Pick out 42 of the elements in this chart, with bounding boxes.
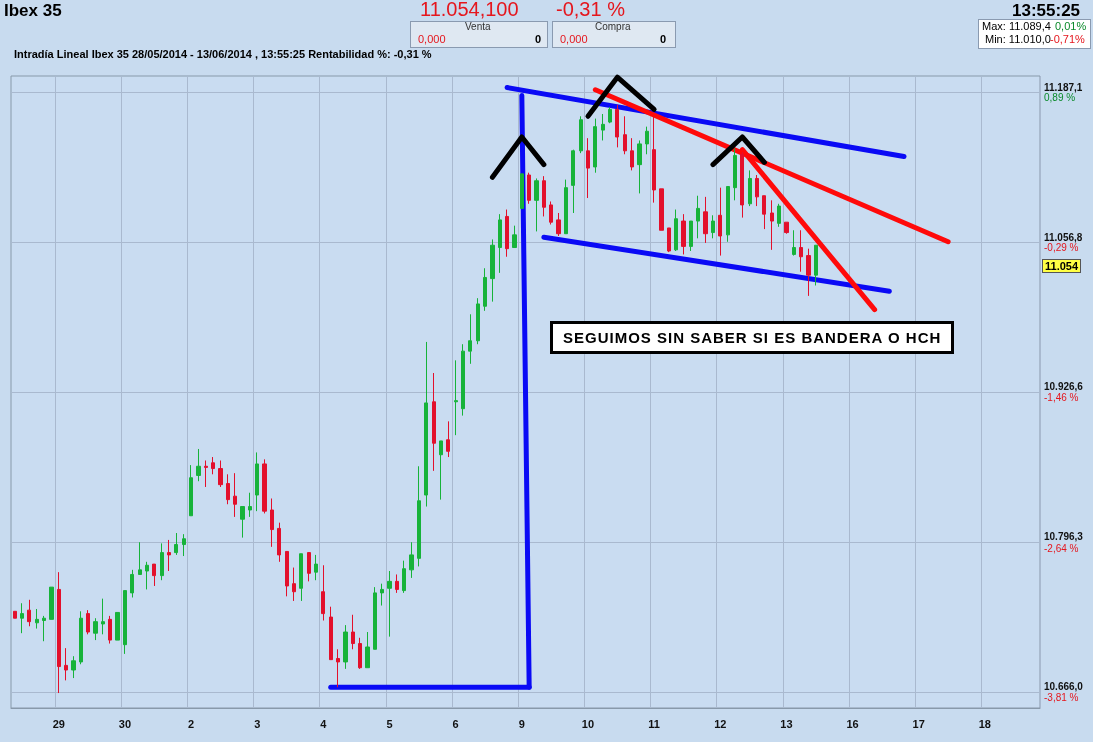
y2-tick-label: -1,46 % xyxy=(1044,391,1079,403)
y-tick-label: 10.666,0 xyxy=(1044,681,1084,693)
text: Venta xyxy=(465,21,491,32)
x-tick-label: 29 xyxy=(52,717,65,730)
text: -0,31 % xyxy=(556,0,625,21)
x-tick-label: 9 xyxy=(518,717,525,730)
text: 11.054 xyxy=(1042,259,1082,273)
y2-tick-label: -0,29 % xyxy=(1044,242,1079,254)
x-tick-label: 10 xyxy=(581,717,595,730)
x-tick-label: 12 xyxy=(714,717,727,730)
text: -0,71% xyxy=(1050,33,1085,45)
text: Max: 11.089,4 xyxy=(982,20,1051,32)
y2-tick-label: -2,64 % xyxy=(1044,542,1079,554)
text: 0 xyxy=(660,33,667,45)
chart-subtitle: Intradía Lineal Ibex 35 28/05/2014 - 13/06/2014 , 13:55:25 Rentabilidad %: -0,31 % xyxy=(14,48,432,60)
x-tick-label: 3 xyxy=(254,717,261,730)
y-tick-label: 11.056,8 xyxy=(1044,231,1083,243)
text: 13:55:25 xyxy=(1012,1,1081,21)
x-tick-label: 5 xyxy=(386,717,393,730)
text: 0,01% xyxy=(1055,20,1087,32)
y-tick-label: 11.187,1 xyxy=(1044,81,1083,93)
x-tick-label: 17 xyxy=(912,717,925,730)
text: Min: 11.010,0 xyxy=(985,33,1051,45)
y-tick-label: 10.796,3 xyxy=(1044,531,1084,543)
text: Compra xyxy=(595,21,631,32)
x-tick-label: 2 xyxy=(188,717,195,730)
text: 0,000 xyxy=(418,33,446,45)
x-tick-label: 11 xyxy=(648,717,660,730)
x-tick-label: 6 xyxy=(452,717,459,730)
text: 0,000 xyxy=(560,33,588,45)
x-tick-label: 16 xyxy=(846,717,859,730)
x-tick-label: 4 xyxy=(320,717,328,730)
y-tick-label: 10.926,6 xyxy=(1044,381,1084,393)
text: 11.054,100 xyxy=(420,0,519,21)
chart-title: Ibex 35 xyxy=(4,1,62,21)
y2-tick-label: -3,81 % xyxy=(1044,691,1079,703)
x-tick-label: 13 xyxy=(780,717,793,730)
annotation: SEGUIMOS SIN SABER SI ES BANDERA O HCH xyxy=(550,321,955,354)
text: 0 xyxy=(535,33,542,45)
x-tick-label: 18 xyxy=(978,717,991,730)
y2-tick-label: 0,89 % xyxy=(1044,91,1076,103)
x-tick-label: 30 xyxy=(118,717,132,730)
